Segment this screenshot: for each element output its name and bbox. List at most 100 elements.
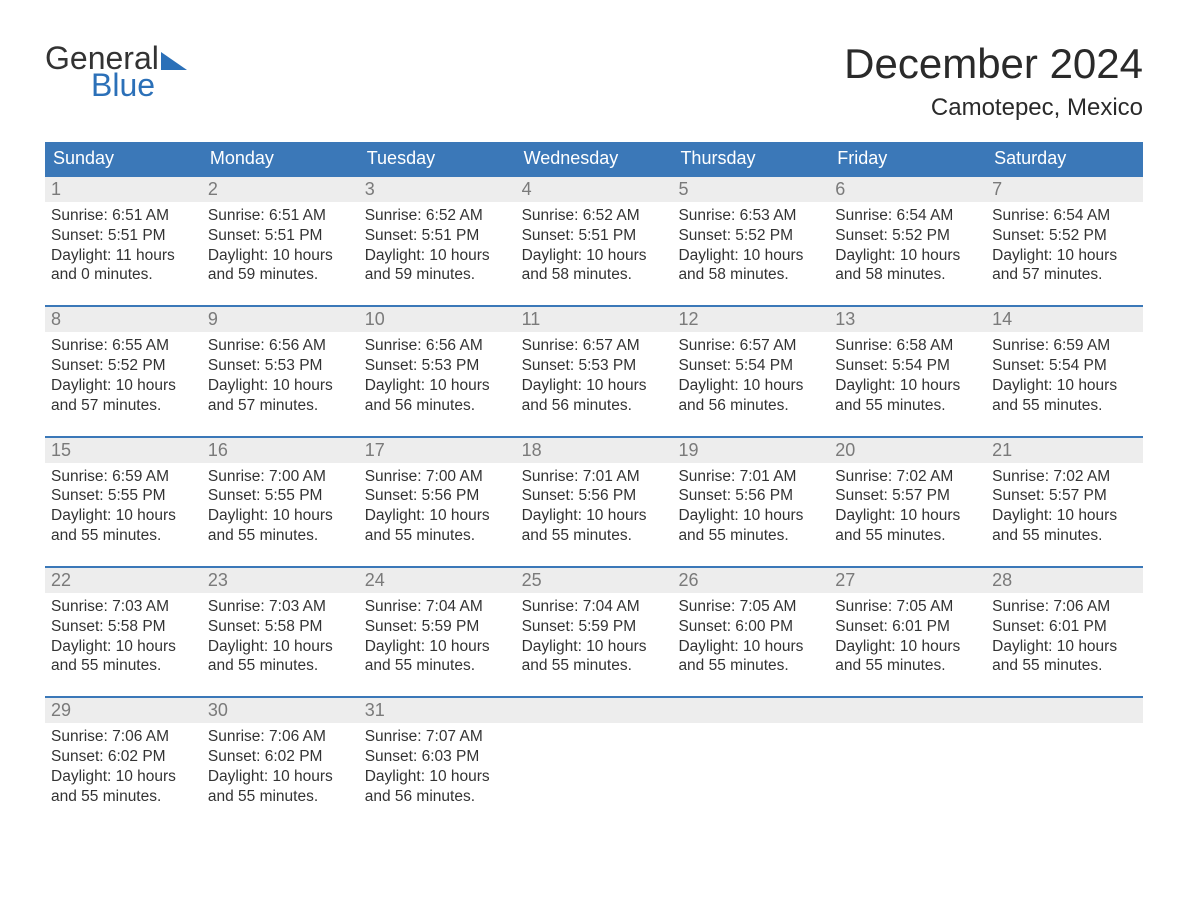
day-number: 31 — [359, 698, 516, 723]
day-sunset-line: Sunset: 6:01 PM — [835, 617, 980, 637]
day-body — [516, 723, 673, 791]
day-cell: 8Sunrise: 6:55 AMSunset: 5:52 PMDaylight… — [45, 307, 202, 423]
day-body: Sunrise: 6:58 AMSunset: 5:54 PMDaylight:… — [829, 332, 986, 423]
day-day1-line: Daylight: 10 hours — [678, 506, 823, 526]
day-day2-line: and 55 minutes. — [992, 526, 1137, 546]
day-day1-line: Daylight: 10 hours — [365, 767, 510, 787]
day-sunrise-line: Sunrise: 7:03 AM — [208, 597, 353, 617]
day-cell — [516, 698, 673, 814]
day-cell: 12Sunrise: 6:57 AMSunset: 5:54 PMDayligh… — [672, 307, 829, 423]
day-sunrise-line: Sunrise: 7:03 AM — [51, 597, 196, 617]
day-number: 25 — [516, 568, 673, 593]
day-body: Sunrise: 6:51 AMSunset: 5:51 PMDaylight:… — [45, 202, 202, 293]
day-sunrise-line: Sunrise: 6:59 AM — [992, 336, 1137, 356]
day-cell — [986, 698, 1143, 814]
day-cell: 20Sunrise: 7:02 AMSunset: 5:57 PMDayligh… — [829, 438, 986, 554]
day-sunrise-line: Sunrise: 7:06 AM — [992, 597, 1137, 617]
day-sunrise-line: Sunrise: 6:52 AM — [365, 206, 510, 226]
day-sunrise-line: Sunrise: 6:51 AM — [208, 206, 353, 226]
day-number: 23 — [202, 568, 359, 593]
day-sunset-line: Sunset: 5:52 PM — [835, 226, 980, 246]
day-number: 7 — [986, 177, 1143, 202]
day-cell: 16Sunrise: 7:00 AMSunset: 5:55 PMDayligh… — [202, 438, 359, 554]
day-sunrise-line: Sunrise: 6:57 AM — [678, 336, 823, 356]
day-number: 18 — [516, 438, 673, 463]
day-cell: 7Sunrise: 6:54 AMSunset: 5:52 PMDaylight… — [986, 177, 1143, 293]
location-label: Camotepec, Mexico — [844, 94, 1143, 122]
week-row: 8Sunrise: 6:55 AMSunset: 5:52 PMDaylight… — [45, 305, 1143, 423]
day-body: Sunrise: 7:00 AMSunset: 5:56 PMDaylight:… — [359, 463, 516, 554]
day-cell: 5Sunrise: 6:53 AMSunset: 5:52 PMDaylight… — [672, 177, 829, 293]
day-sunrise-line: Sunrise: 7:01 AM — [678, 467, 823, 487]
day-number: 27 — [829, 568, 986, 593]
day-number — [516, 698, 673, 723]
day-day2-line: and 55 minutes. — [365, 656, 510, 676]
day-sunrise-line: Sunrise: 7:05 AM — [678, 597, 823, 617]
day-body: Sunrise: 7:00 AMSunset: 5:55 PMDaylight:… — [202, 463, 359, 554]
day-number: 16 — [202, 438, 359, 463]
day-sunset-line: Sunset: 5:51 PM — [522, 226, 667, 246]
day-day1-line: Daylight: 10 hours — [992, 637, 1137, 657]
day-day2-line: and 59 minutes. — [208, 265, 353, 285]
day-body: Sunrise: 6:57 AMSunset: 5:54 PMDaylight:… — [672, 332, 829, 423]
day-header-cell: Thursday — [672, 142, 829, 175]
day-sunrise-line: Sunrise: 7:01 AM — [522, 467, 667, 487]
day-number: 29 — [45, 698, 202, 723]
day-body: Sunrise: 6:53 AMSunset: 5:52 PMDaylight:… — [672, 202, 829, 293]
day-body: Sunrise: 7:01 AMSunset: 5:56 PMDaylight:… — [672, 463, 829, 554]
day-number — [986, 698, 1143, 723]
day-sunrise-line: Sunrise: 7:04 AM — [522, 597, 667, 617]
day-body: Sunrise: 7:04 AMSunset: 5:59 PMDaylight:… — [516, 593, 673, 684]
day-sunset-line: Sunset: 5:56 PM — [678, 486, 823, 506]
day-header-cell: Saturday — [986, 142, 1143, 175]
week-row: 29Sunrise: 7:06 AMSunset: 6:02 PMDayligh… — [45, 696, 1143, 814]
day-body — [829, 723, 986, 791]
day-cell: 13Sunrise: 6:58 AMSunset: 5:54 PMDayligh… — [829, 307, 986, 423]
day-sunrise-line: Sunrise: 6:56 AM — [208, 336, 353, 356]
day-body: Sunrise: 6:54 AMSunset: 5:52 PMDaylight:… — [829, 202, 986, 293]
day-header-cell: Wednesday — [516, 142, 673, 175]
day-number: 5 — [672, 177, 829, 202]
day-header-cell: Monday — [202, 142, 359, 175]
day-number: 6 — [829, 177, 986, 202]
day-cell: 24Sunrise: 7:04 AMSunset: 5:59 PMDayligh… — [359, 568, 516, 684]
day-day1-line: Daylight: 10 hours — [522, 506, 667, 526]
logo: General Blue — [45, 40, 187, 104]
day-cell: 15Sunrise: 6:59 AMSunset: 5:55 PMDayligh… — [45, 438, 202, 554]
day-sunrise-line: Sunrise: 7:04 AM — [365, 597, 510, 617]
day-day2-line: and 55 minutes. — [51, 526, 196, 546]
day-day1-line: Daylight: 10 hours — [51, 767, 196, 787]
day-cell: 2Sunrise: 6:51 AMSunset: 5:51 PMDaylight… — [202, 177, 359, 293]
day-day2-line: and 59 minutes. — [365, 265, 510, 285]
page-header: General Blue December 2024 Camotepec, Me… — [45, 40, 1143, 122]
day-body: Sunrise: 7:05 AMSunset: 6:01 PMDaylight:… — [829, 593, 986, 684]
day-body: Sunrise: 6:59 AMSunset: 5:54 PMDaylight:… — [986, 332, 1143, 423]
day-day1-line: Daylight: 10 hours — [208, 506, 353, 526]
day-body: Sunrise: 7:07 AMSunset: 6:03 PMDaylight:… — [359, 723, 516, 814]
day-day1-line: Daylight: 10 hours — [522, 637, 667, 657]
day-day2-line: and 58 minutes. — [678, 265, 823, 285]
day-body: Sunrise: 6:55 AMSunset: 5:52 PMDaylight:… — [45, 332, 202, 423]
day-sunrise-line: Sunrise: 6:55 AM — [51, 336, 196, 356]
day-number: 11 — [516, 307, 673, 332]
day-sunset-line: Sunset: 5:54 PM — [992, 356, 1137, 376]
day-day1-line: Daylight: 10 hours — [678, 376, 823, 396]
day-day2-line: and 0 minutes. — [51, 265, 196, 285]
day-sunrise-line: Sunrise: 6:52 AM — [522, 206, 667, 226]
day-day1-line: Daylight: 10 hours — [365, 376, 510, 396]
day-cell: 17Sunrise: 7:00 AMSunset: 5:56 PMDayligh… — [359, 438, 516, 554]
day-number — [672, 698, 829, 723]
day-cell: 4Sunrise: 6:52 AMSunset: 5:51 PMDaylight… — [516, 177, 673, 293]
day-body: Sunrise: 6:57 AMSunset: 5:53 PMDaylight:… — [516, 332, 673, 423]
day-day1-line: Daylight: 10 hours — [992, 376, 1137, 396]
day-sunset-line: Sunset: 6:02 PM — [208, 747, 353, 767]
logo-triangle-icon — [161, 52, 187, 70]
day-cell: 14Sunrise: 6:59 AMSunset: 5:54 PMDayligh… — [986, 307, 1143, 423]
day-body — [672, 723, 829, 791]
day-day2-line: and 55 minutes. — [51, 787, 196, 807]
day-sunset-line: Sunset: 5:53 PM — [365, 356, 510, 376]
day-cell: 11Sunrise: 6:57 AMSunset: 5:53 PMDayligh… — [516, 307, 673, 423]
day-number: 22 — [45, 568, 202, 593]
day-body: Sunrise: 7:01 AMSunset: 5:56 PMDaylight:… — [516, 463, 673, 554]
day-body: Sunrise: 7:04 AMSunset: 5:59 PMDaylight:… — [359, 593, 516, 684]
